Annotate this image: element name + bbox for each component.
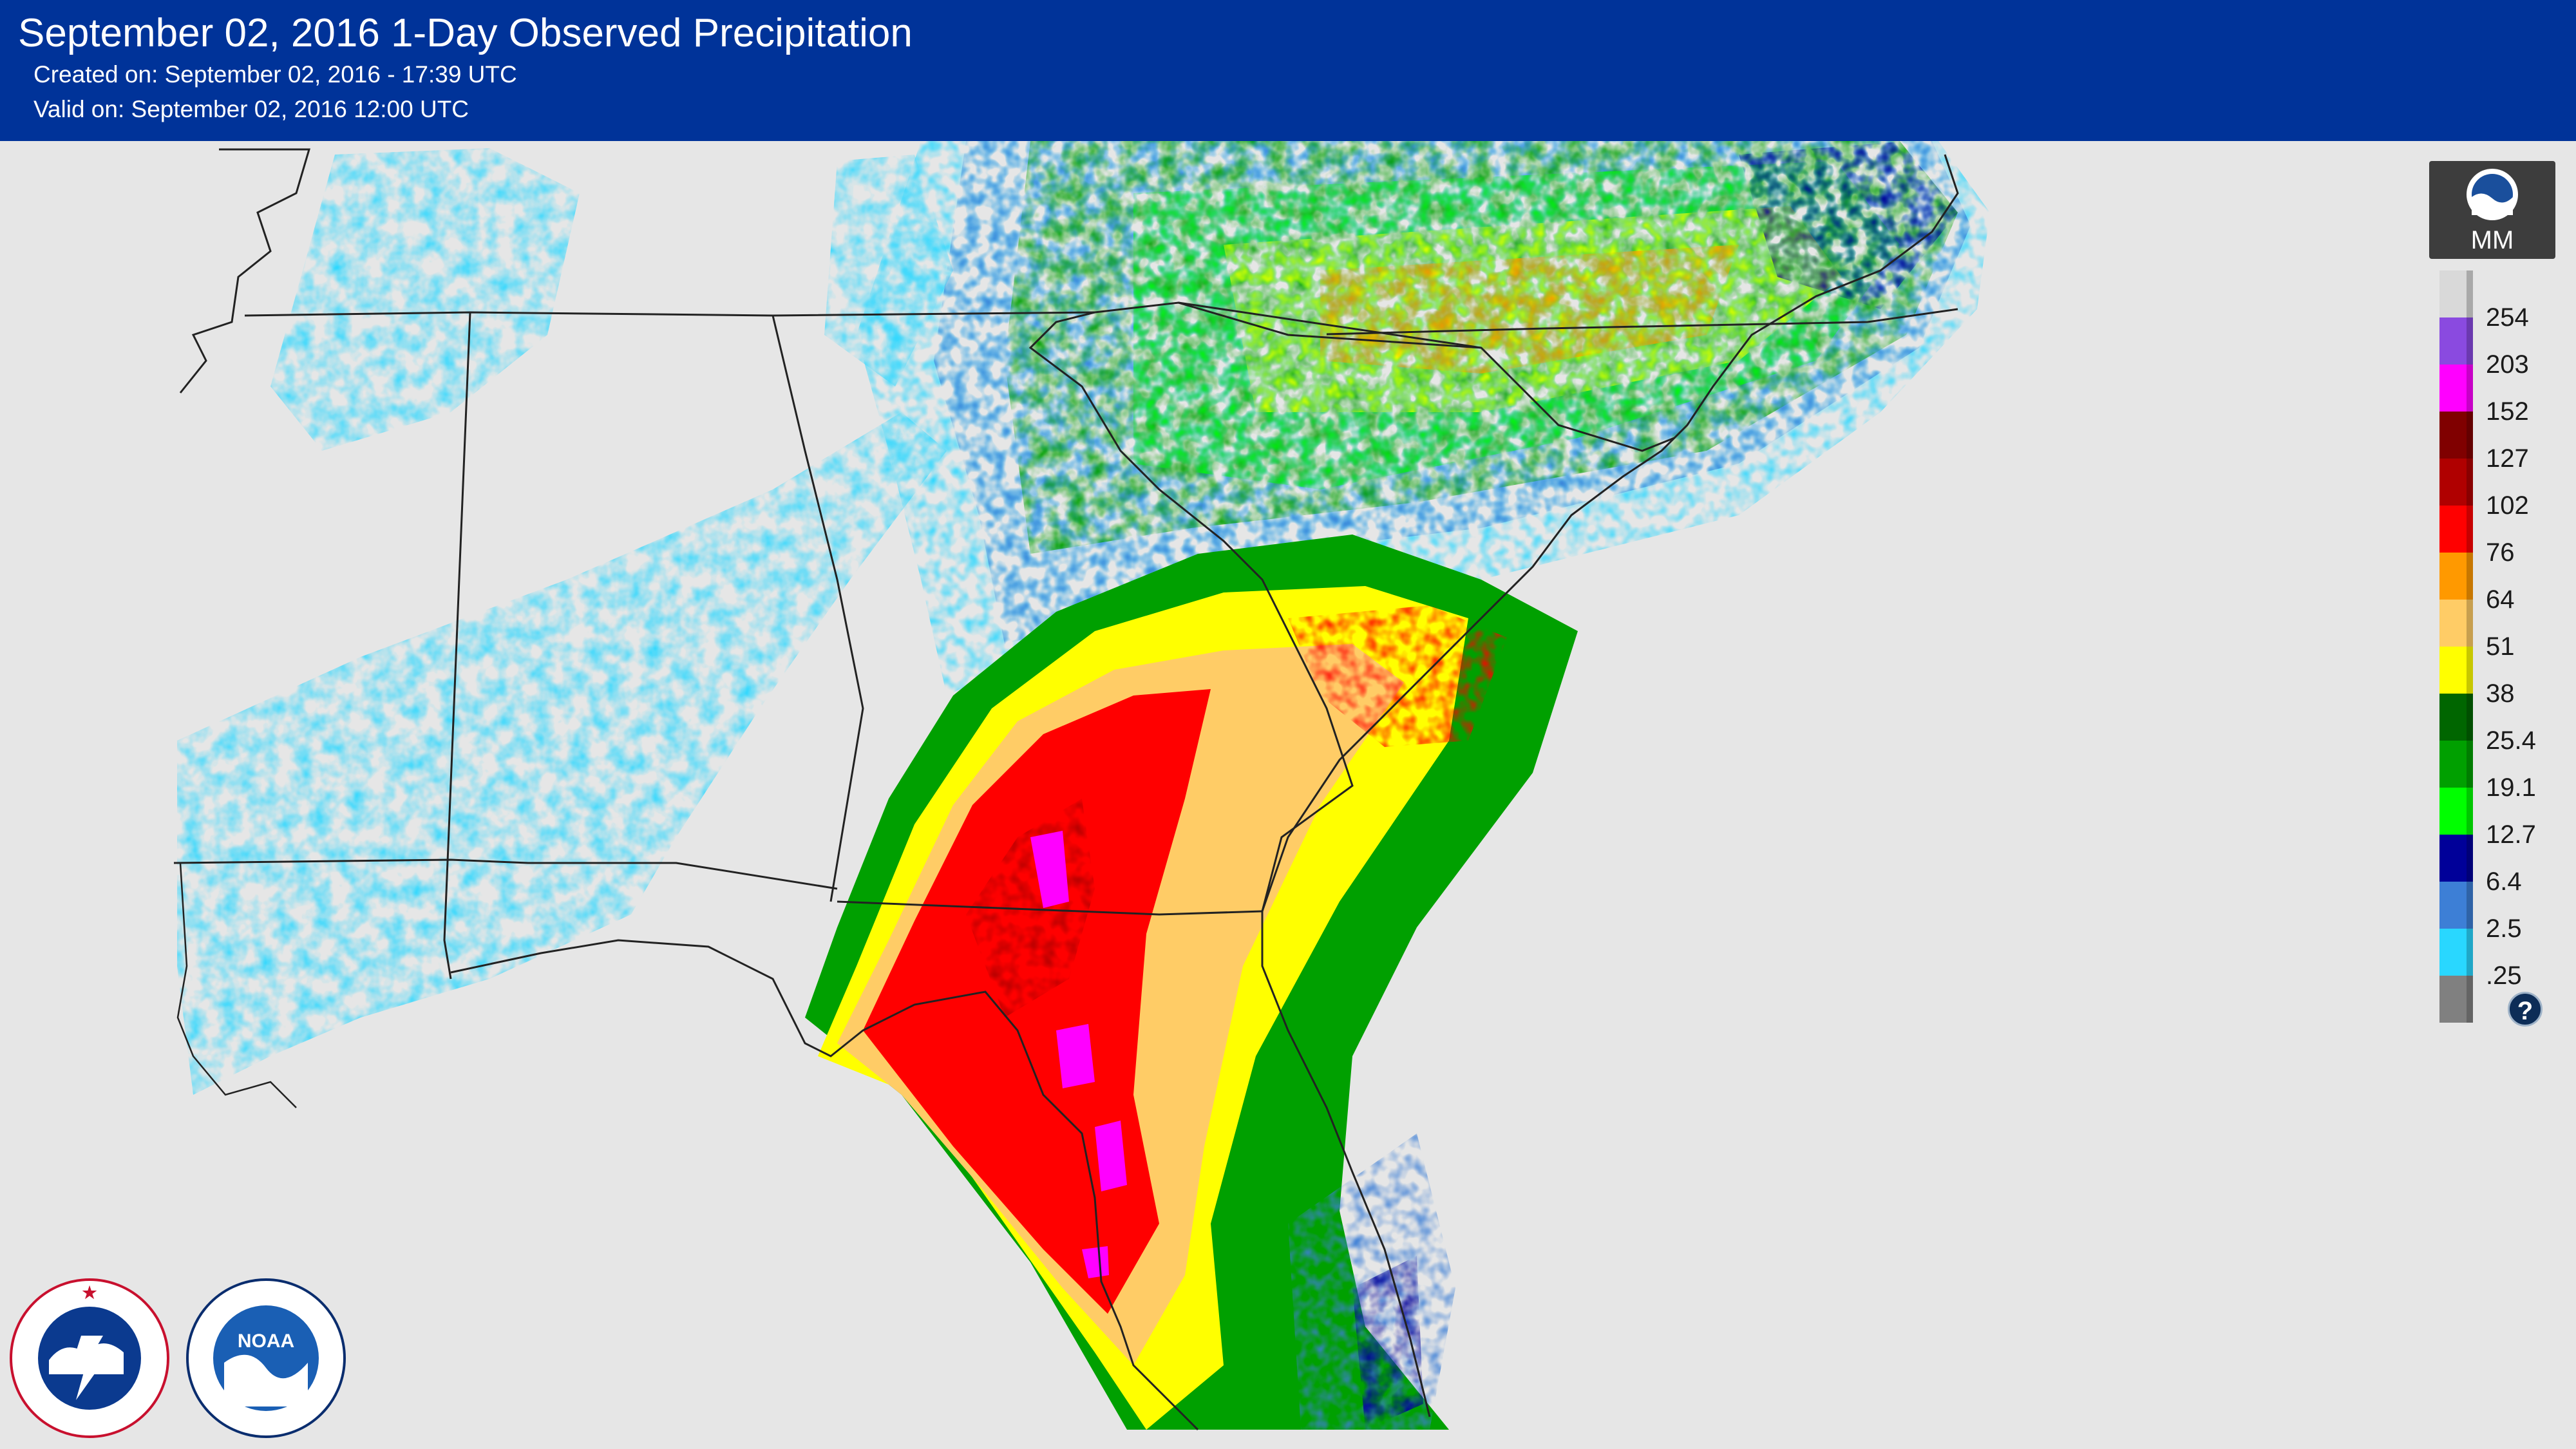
legend-swatch [2439, 788, 2473, 835]
legend-tick-label: 38 [2486, 679, 2515, 708]
nws-logo: ★ [10, 1278, 169, 1438]
legend-swatch [2439, 365, 2473, 412]
coastline [450, 154, 1959, 1431]
legend-swatch [2439, 412, 2473, 459]
legend-swatch [2439, 647, 2473, 694]
legend-tick-label: 6.4 [2486, 867, 2522, 896]
map-title: September 02, 2016 1-Day Observed Precip… [18, 11, 913, 55]
legend-tick-label: 64 [2486, 585, 2515, 614]
help-button[interactable]: ? [2508, 992, 2543, 1027]
legend-swatch [2439, 506, 2473, 553]
legend-tick-label: 127 [2486, 444, 2529, 473]
created-on-text: Created on: September 02, 2016 - 17:39 U… [33, 61, 517, 88]
legend-header: MM [2429, 161, 2555, 259]
legend-swatch [2439, 835, 2473, 882]
legend-tick-label: 254 [2486, 303, 2529, 332]
precip-storm-core [805, 535, 1578, 1430]
legend-tick-label: 12.7 [2486, 820, 2536, 849]
legend-tick-label: 19.1 [2486, 773, 2536, 802]
legend-tick-label: 76 [2486, 538, 2515, 567]
legend-swatch [2439, 270, 2473, 317]
precipitation-legend: 254 203 152 127 102 76 64 51 38 25.4 19.1 12.7 6.4 2.… [2436, 270, 2564, 1037]
legend-tick-label: 25.4 [2486, 726, 2536, 755]
legend-tick-label: 2.5 [2486, 914, 2522, 943]
legend-tick-label: 51 [2486, 632, 2515, 661]
legend-swatch [2439, 459, 2473, 506]
legend-tick-label: 152 [2486, 397, 2529, 426]
legend-tick-label: 203 [2486, 350, 2529, 379]
legend-swatch [2439, 553, 2473, 600]
legend-swatch [2439, 929, 2473, 976]
legend-swatch [2439, 600, 2473, 647]
precipitation-map [173, 141, 1990, 1431]
legend-swatch [2439, 741, 2473, 788]
legend-swatch [2439, 976, 2473, 1023]
state-borders [173, 148, 1958, 980]
legend-swatch [2439, 882, 2473, 929]
map-header: September 02, 2016 1-Day Observed Precip… [0, 0, 2576, 141]
noaa-logo: NOAA [186, 1278, 346, 1438]
precip-blue-shield [857, 141, 1990, 696]
legend-swatch [2439, 694, 2473, 741]
svg-text:NOAA: NOAA [238, 1331, 294, 1352]
legend-tick-label: .25 [2486, 961, 2522, 990]
noaa-small-icon [2467, 169, 2518, 220]
legend-swatch [2439, 317, 2473, 365]
west-border [176, 862, 297, 1108]
svg-text:★: ★ [82, 1283, 97, 1302]
valid-on-text: Valid on: September 02, 2016 12:00 UTC [33, 96, 469, 122]
legend-unit: MM [2470, 226, 2514, 254]
legend-tick-label: 102 [2486, 491, 2529, 520]
